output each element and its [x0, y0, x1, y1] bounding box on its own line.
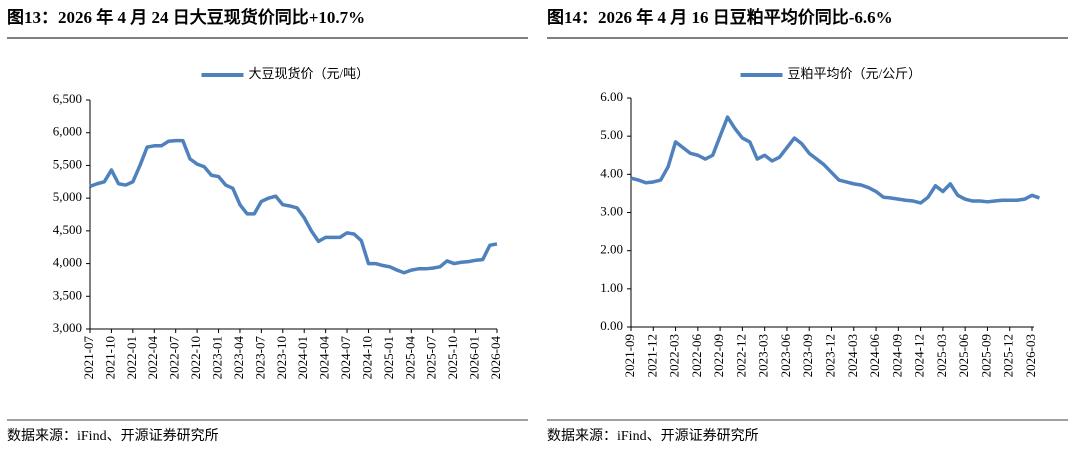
y-tick-label: 6,000	[53, 124, 82, 139]
panel-title: 图14：2026 年 4 月 16 日豆粕平均价同比-6.6%	[547, 7, 893, 27]
x-tick-label: 2021-10	[102, 336, 117, 379]
x-tick-label: 2022-06	[689, 334, 704, 378]
x-tick-label: 2025-07	[424, 336, 439, 380]
legend-label: 大豆现货价（元/吨）	[249, 66, 370, 81]
panel-title: 图13：2026 年 4 月 24 日大豆现货价同比+10.7%	[7, 7, 365, 27]
x-tick-label: 2022-10	[188, 336, 203, 379]
x-tick-label: 2025-12	[1001, 334, 1016, 377]
x-tick-label: 2023-09	[800, 334, 815, 377]
line-series	[89, 138, 498, 275]
x-tick-label: 2025-06	[956, 334, 971, 378]
y-tick-label: 3,500	[53, 287, 82, 302]
x-tick-label: 2024-07	[338, 336, 353, 380]
x-tick-label: 2024-03	[845, 334, 860, 377]
x-tick-label: 2022-09	[711, 334, 726, 377]
y-tick-label: 4,500	[53, 222, 82, 237]
y-tick-label: 5,500	[53, 156, 82, 171]
y-tick-label: 4.00	[600, 165, 623, 180]
x-tick-label: 2023-04	[231, 336, 246, 380]
x-tick-label: 2023-07	[252, 336, 267, 380]
x-tick-label: 2021-07	[81, 336, 96, 380]
source-note: 数据来源：iFind、开源证券研究所	[547, 428, 759, 444]
source-note: 数据来源：iFind、开源证券研究所	[7, 428, 219, 444]
y-tick-label: 5.00	[600, 127, 623, 142]
x-tick-label: 2022-04	[145, 336, 160, 380]
y-tick-label: 3.00	[600, 203, 623, 218]
x-tick-label: 2021-12	[644, 334, 659, 377]
x-tick-label: 2025-09	[978, 334, 993, 377]
x-tick-label: 2022-01	[124, 336, 139, 379]
y-tick-label: 1.00	[600, 280, 623, 295]
x-tick-label: 2022-07	[167, 336, 182, 380]
x-tick-label: 2023-03	[756, 334, 771, 377]
x-tick-label: 2025-04	[402, 336, 417, 380]
y-tick-label: 6,500	[53, 91, 82, 106]
x-tick-label: 2024-10	[359, 336, 374, 379]
x-tick-label: 2023-01	[210, 336, 225, 379]
x-tick-label: 2025-10	[445, 336, 460, 379]
x-tick-label: 2024-09	[889, 334, 904, 377]
x-tick-label: 2023-10	[274, 336, 289, 379]
x-tick-label: 2026-03	[1023, 334, 1038, 377]
x-tick-label: 2024-01	[295, 336, 310, 379]
y-tick-label: 5,000	[53, 189, 82, 204]
x-tick-label: 2025-03	[934, 334, 949, 377]
x-tick-label: 2024-06	[867, 334, 882, 378]
x-tick-label: 2023-12	[822, 334, 837, 377]
x-tick-label: 2026-04	[488, 336, 503, 380]
x-tick-label: 2022-03	[667, 334, 682, 377]
x-tick-label: 2023-06	[778, 334, 793, 378]
x-tick-label: 2022-12	[733, 334, 748, 377]
legend-label: 豆粕平均价（元/公斤）	[788, 66, 922, 81]
line-series	[630, 115, 1041, 205]
x-tick-label: 2026-01	[467, 336, 482, 379]
x-tick-label: 2021-09	[622, 334, 637, 377]
x-tick-label: 2024-04	[317, 336, 332, 380]
y-tick-label: 2.00	[600, 242, 623, 257]
y-tick-label: 6.00	[600, 89, 623, 104]
y-tick-label: 3,000	[53, 320, 82, 335]
y-tick-label: 4,000	[53, 255, 82, 270]
x-tick-label: 2025-01	[381, 336, 396, 379]
y-tick-label: 0.00	[600, 318, 623, 333]
x-tick-label: 2024-12	[912, 334, 927, 377]
